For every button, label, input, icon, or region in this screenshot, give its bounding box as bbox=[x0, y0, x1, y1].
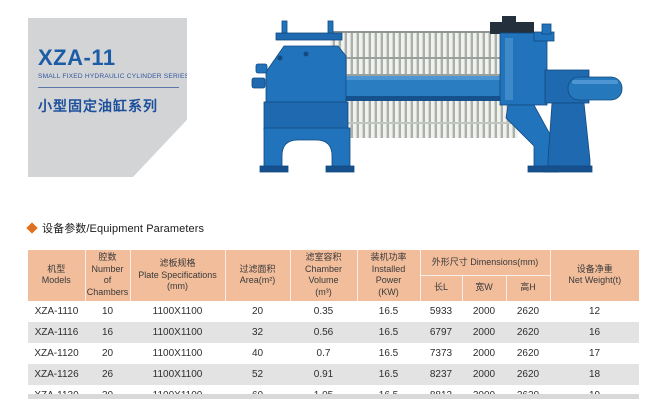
table-cell: 0.7 bbox=[316, 347, 331, 359]
col-header-filter-area-zh: 过滤面积 bbox=[239, 263, 276, 274]
table-cell: 17 bbox=[588, 347, 601, 359]
table-cell: XZA-1126 bbox=[34, 368, 79, 380]
col-header-models: 机型 Models bbox=[28, 250, 86, 301]
table-cell: 1100X1100 bbox=[152, 347, 203, 359]
table-cell: 7373 bbox=[429, 347, 453, 359]
table-body: XZA-1110 10 1100X1100 20 0.35 16.5 5933 2000 262… bbox=[28, 301, 640, 406]
col-header-filter-area-en: Area(m²) bbox=[239, 275, 276, 286]
table-cell: 0.56 bbox=[313, 326, 334, 338]
table-cell: 40 bbox=[251, 347, 264, 359]
col-header-chambers-en: Number of Chambers bbox=[86, 263, 129, 298]
col-header-width: 宽W bbox=[462, 275, 507, 301]
table-cell: 2000 bbox=[472, 326, 496, 338]
table-cell: 5933 bbox=[429, 305, 453, 317]
fixed-head-stand bbox=[251, 20, 355, 173]
col-header-net-weight: 设备净重 Net Weight(t) bbox=[550, 250, 640, 301]
table-cell: XZA-1120 bbox=[34, 347, 79, 359]
col-header-plate-specifications-zh: 滤板规格 bbox=[159, 257, 196, 268]
diamond-bullet-icon bbox=[26, 222, 38, 234]
col-header-filter-area: 过滤面积 Area(m²) bbox=[225, 250, 291, 301]
table-cell: 16 bbox=[588, 326, 601, 338]
col-header-plate-specifications-unit: (mm) bbox=[167, 281, 188, 292]
filter-press-illustration bbox=[250, 12, 650, 187]
table-cell: 2620 bbox=[516, 347, 540, 359]
table-cell: XZA-1110 bbox=[34, 305, 79, 317]
section-heading: 设备参数/Equipment Parameters bbox=[26, 220, 205, 236]
table-cell: 2620 bbox=[516, 368, 540, 380]
movable-head-and-cylinder bbox=[490, 16, 623, 173]
table-cell: 12 bbox=[588, 305, 601, 317]
col-header-plate-specifications-en: Plate Specifications bbox=[138, 269, 217, 280]
table-cell: 16.5 bbox=[378, 326, 399, 338]
col-header-chamber-volume-unit: (m³) bbox=[315, 287, 332, 298]
col-header-chamber-volume-zh: 滤室容积 bbox=[305, 252, 342, 262]
table-cell: 2620 bbox=[516, 326, 540, 338]
table-row: XZA-1116 16 1100X1100 32 0.56 16.5 6797 2000 262… bbox=[28, 321, 640, 343]
table-cell: 1100X1100 bbox=[152, 368, 203, 380]
col-header-chambers-zh: 腔数 bbox=[98, 252, 117, 262]
table-cell: 2000 bbox=[472, 368, 496, 380]
col-header-installed-power-en: Installed Power bbox=[371, 263, 406, 286]
col-header-height: 高H bbox=[506, 275, 551, 301]
table-cell: 26 bbox=[101, 368, 114, 380]
table-cell: 16 bbox=[101, 326, 114, 338]
series-name-chinese: 小型固定油缸系列 bbox=[38, 98, 158, 115]
table-cell: 1100X1100 bbox=[152, 305, 203, 317]
table-cell: 8237 bbox=[429, 368, 453, 380]
filter-press-drawing bbox=[251, 16, 623, 173]
col-header-plate-specifications: 滤板规格 Plate Specifications (mm) bbox=[130, 250, 226, 301]
table-row: XZA-1120 20 1100X1100 40 0.7 16.5 7373 2000 2620… bbox=[28, 343, 639, 364]
title-block: XZA-11 SMALL FIXED HYDRAULIC CYLINDER SE… bbox=[28, 18, 187, 177]
col-header-chamber-volume-en: Chamber Volume bbox=[304, 263, 342, 286]
table-cell: 20 bbox=[251, 305, 264, 317]
table-cell: 6797 bbox=[429, 326, 453, 338]
col-header-length: 长L bbox=[420, 275, 463, 301]
table-cell: 16.5 bbox=[378, 368, 399, 380]
table-cell: 2000 bbox=[472, 347, 496, 359]
col-header-dimensions-group: 外形尺寸 Dimensions(mm) bbox=[420, 250, 551, 276]
series-name-english: SMALL FIXED HYDRAULIC CYLINDER SERIES bbox=[38, 73, 190, 81]
col-header-chambers: 腔数 Number of Chambers bbox=[85, 250, 131, 301]
equipment-parameters-table: 机型 Models 腔数 Number of Chambers 滤板规格 Pla… bbox=[28, 250, 640, 406]
table-cell: 16.5 bbox=[378, 305, 399, 317]
table-cell: 18 bbox=[588, 368, 601, 380]
table-cell: 2000 bbox=[472, 305, 496, 317]
title-divider bbox=[38, 87, 179, 89]
table-cell: 16.5 bbox=[378, 347, 399, 359]
col-header-net-weight-zh: 设备净重 bbox=[576, 263, 613, 274]
table-cell: 52 bbox=[251, 368, 264, 380]
col-header-models-en: Models bbox=[41, 275, 71, 286]
col-header-models-zh: 机型 bbox=[47, 263, 66, 274]
model-name: XZA-11 bbox=[38, 45, 116, 70]
table-cell: 10 bbox=[101, 305, 114, 317]
section-label: 设备参数/Equipment Parameters bbox=[42, 223, 205, 235]
table-cell: 0.35 bbox=[313, 305, 334, 317]
col-header-installed-power: 装机功率 Installed Power (KW) bbox=[357, 250, 421, 301]
table-cell: XZA-1116 bbox=[34, 326, 79, 338]
table-cell: 32 bbox=[251, 326, 264, 338]
table-cell: 20 bbox=[101, 347, 114, 359]
table-cell: 1100X1100 bbox=[152, 326, 203, 338]
col-header-installed-power-zh: 装机功率 bbox=[370, 252, 407, 262]
table-bottom-bar bbox=[28, 394, 639, 399]
col-header-installed-power-unit: (KW) bbox=[378, 287, 399, 298]
table-cell: 0.91 bbox=[313, 368, 334, 380]
table-row: XZA-1126 26 1100X1100 52 0.91 16.5 8237 2000 262… bbox=[28, 363, 640, 385]
table-cell: 2620 bbox=[516, 305, 540, 317]
col-header-net-weight-en: Net Weight(t) bbox=[568, 275, 622, 286]
table-row: XZA-1110 10 1100X1100 20 0.35 16.5 5933 2000 262… bbox=[28, 301, 639, 322]
col-header-chamber-volume: 滤室容积 Chamber Volume (m³) bbox=[290, 250, 358, 301]
